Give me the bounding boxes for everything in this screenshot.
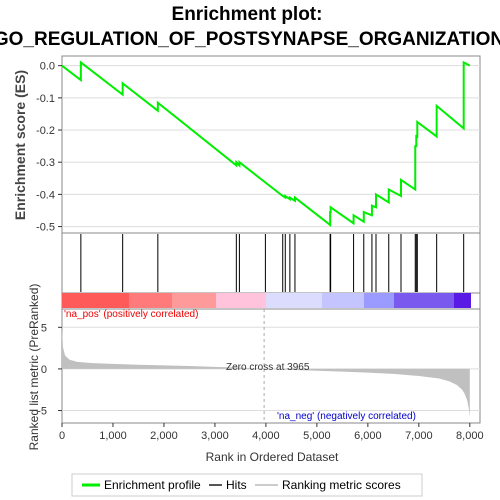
pos-label: 'na_pos' (positively correlated) (64, 309, 198, 320)
chart-title-line2: GO_REGULATION_OF_POSTSYNAPSE_ORGANIZATIO… (0, 29, 500, 50)
color-bar-seg-4 (216, 293, 266, 308)
metric-ytick-label: 0 (41, 364, 47, 376)
es-ytick-label: -0.1 (36, 93, 55, 105)
metric-xtick-label: 8,000 (456, 430, 484, 442)
es-plot-area (62, 56, 480, 233)
color-bar-seg-5 (266, 293, 322, 308)
es-ytick-label: -0.2 (36, 125, 55, 137)
metric-ylabel: Ranked list metric (PreRanked) (27, 284, 41, 451)
metric-xtick-label: 1,000 (99, 430, 127, 442)
metric-panel: 50-5 0 1,000 2,000 3,000 4,000 5,000 6,000 7,00… (27, 284, 484, 464)
legend-enrichment: Enrichment profile (104, 478, 201, 492)
es-ytick-label: -0.4 (36, 189, 55, 201)
chart-title-line1: Enrichment plot: (172, 4, 323, 25)
zero-cross-label: Zero cross at 3965 (226, 362, 310, 373)
color-bar-seg-7 (364, 293, 394, 308)
metric-x-axis: 0 1,000 2,000 3,000 4,000 5,000 6,000 7,000 8,00… (59, 423, 484, 442)
color-bar-seg-2 (129, 293, 172, 308)
es-ytick-label: 0.0 (40, 61, 55, 73)
es-panel: 0.0 -0.1 -0.2 -0.3 -0.4 -0.5 Enrichment score… (12, 56, 480, 234)
es-y-axis: 0.0 -0.1 -0.2 -0.3 -0.4 -0.5 (36, 61, 62, 234)
color-bar-seg-3 (172, 293, 216, 308)
metric-xtick-label: 7,000 (405, 430, 433, 442)
metric-xtick-label: 4,000 (252, 430, 280, 442)
metric-xtick-label: 0 (59, 430, 65, 442)
metric-xtick-label: 5,000 (303, 430, 331, 442)
es-ylabel: Enrichment score (ES) (12, 70, 28, 220)
metric-xtick-label: 6,000 (354, 430, 382, 442)
color-bar-seg-1 (62, 293, 129, 308)
color-bar-seg-6 (322, 293, 364, 308)
color-bar-panel (62, 293, 480, 309)
metric-xlabel: Rank in Ordered Dataset (206, 450, 339, 464)
neg-label: 'na_neg' (negatively correlated) (277, 411, 416, 422)
metric-xtick-label: 2,000 (150, 430, 178, 442)
metric-xtick-label: 3,000 (201, 430, 229, 442)
es-ytick-label: -0.3 (36, 157, 55, 169)
es-ytick-label: -0.5 (36, 222, 55, 234)
legend: Enrichment profile Hits Ranking metric s… (72, 474, 422, 496)
metric-ytick-label: 5 (41, 322, 47, 334)
color-bar-seg-9 (454, 293, 471, 308)
hits-panel (62, 233, 480, 293)
color-bar-seg-8 (394, 293, 454, 308)
legend-ranking: Ranking metric scores (282, 478, 401, 492)
legend-hits: Hits (226, 478, 247, 492)
